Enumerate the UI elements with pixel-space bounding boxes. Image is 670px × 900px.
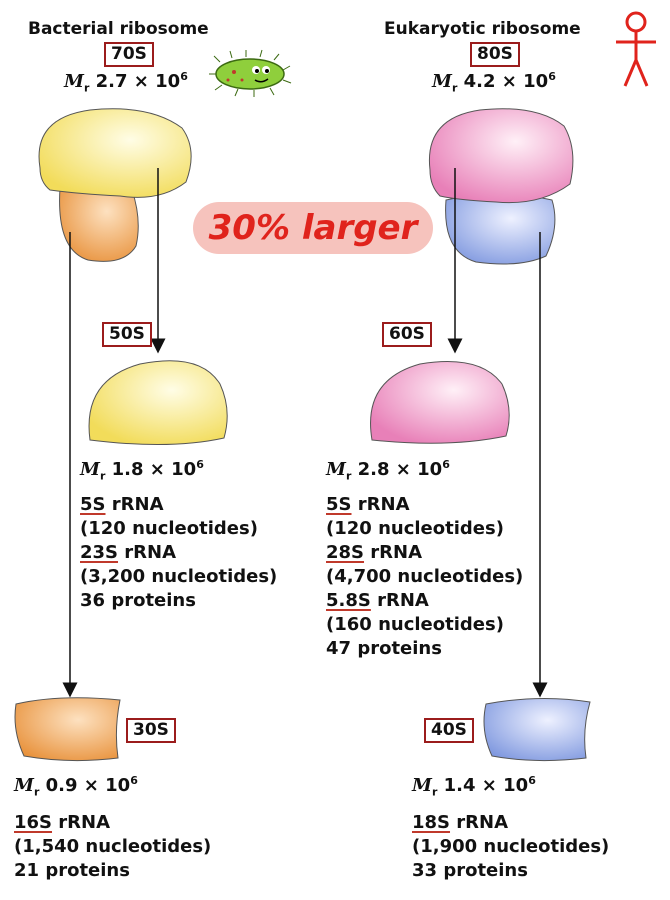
bacterium-icon [209, 49, 292, 97]
eukaryotic-ribosome-title: Eukaryotic ribosome [384, 19, 581, 39]
eukaryotic-60s-label: 60S [382, 322, 432, 347]
bacterial-70s-label: 70S [104, 42, 154, 67]
bacterial-30s-subunit [14, 697, 121, 762]
bacterial-50s-rrna-2: 23S rRNA [80, 542, 177, 563]
bacterial-30s-mass: Mr 0.9 × 106 [14, 774, 138, 799]
eukaryotic-80s-mass: Mr 4.2 × 106 [432, 70, 556, 95]
bacterial-70s-ribosome [38, 108, 192, 262]
eukaryotic-60s-subunit [370, 361, 510, 444]
bacterial-30s-rrna-length: (1,540 nucleotides) [14, 836, 212, 857]
bacterial-30s-proteins: 21 proteins [14, 860, 130, 881]
eukaryotic-60s-mass: Mr 2.8 × 106 [326, 458, 450, 483]
bacterial-ribosome-title: Bacterial ribosome [28, 19, 209, 39]
eukaryotic-60s-rrna-3-length: (160 nucleotides) [326, 614, 504, 635]
eukaryotic-60s-rrna-2: 28S rRNA [326, 542, 423, 563]
eukaryotic-60s-proteins: 47 proteins [326, 638, 442, 659]
eukaryotic-80s-ribosome [428, 108, 574, 265]
bacterial-50s-rrna-1: 5S rRNA [80, 494, 164, 515]
size-comparison-text: 30% larger [208, 208, 418, 248]
bacterial-30s-label: 30S [126, 718, 176, 743]
dissociation-arrows [62, 168, 548, 698]
bacterial-50s-mass: Mr 1.8 × 106 [80, 458, 204, 483]
bacterial-30s-rrna: 16S rRNA [14, 812, 111, 833]
eukaryotic-40s-label: 40S [424, 718, 474, 743]
eukaryotic-40s-rrna-length: (1,900 nucleotides) [412, 836, 610, 857]
bacterial-70s-mass: Mr 2.7 × 106 [64, 70, 188, 95]
eukaryotic-60s-rrna-1: 5S rRNA [326, 494, 410, 515]
bacterial-50s-proteins: 36 proteins [80, 590, 196, 611]
bacterial-50s-subunit [88, 360, 228, 446]
bacterial-50s-rrna-2-length: (3,200 nucleotides) [80, 566, 278, 587]
eukaryotic-60s-rrna-3: 5.8S rRNA [326, 590, 429, 611]
eukaryotic-40s-proteins: 33 proteins [412, 860, 528, 881]
eukaryotic-80s-label: 80S [470, 42, 520, 67]
eukaryotic-40s-rrna: 18S rRNA [412, 812, 509, 833]
bacterial-50s-rrna-1-length: (120 nucleotides) [80, 518, 258, 539]
eukaryotic-40s-subunit [483, 697, 591, 762]
eukaryotic-60s-rrna-2-length: (4,700 nucleotides) [326, 566, 524, 587]
eukaryotic-60s-rrna-1-length: (120 nucleotides) [326, 518, 504, 539]
size-comparison-badge: 30% larger [193, 202, 433, 254]
person-icon [616, 11, 656, 87]
eukaryotic-40s-mass: Mr 1.4 × 106 [412, 774, 536, 799]
bacterial-50s-label: 50S [102, 322, 152, 347]
